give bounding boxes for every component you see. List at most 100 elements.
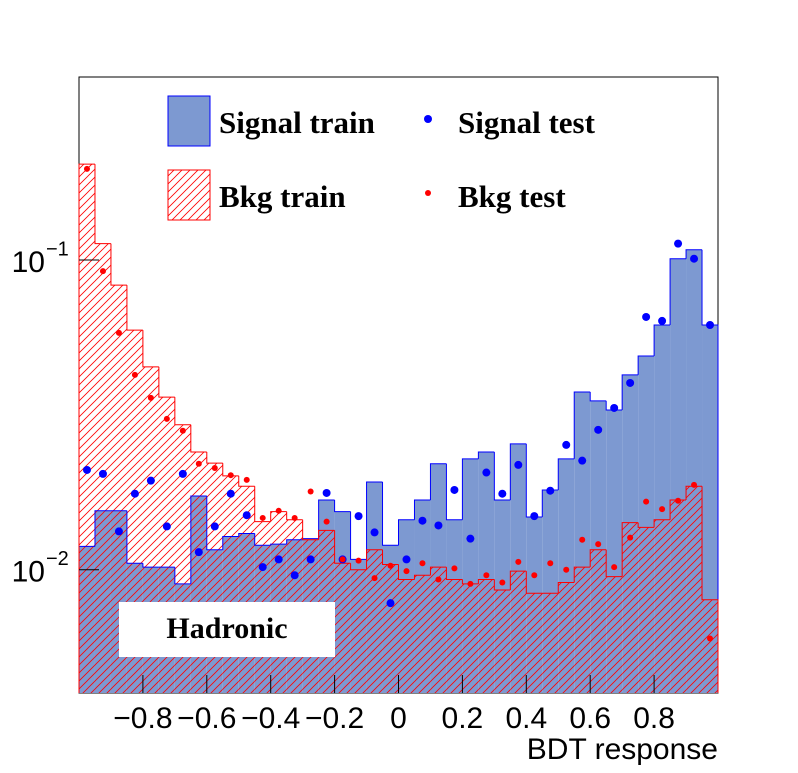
histogram-bar xyxy=(462,583,479,693)
data-point xyxy=(131,371,138,378)
data-point xyxy=(370,528,379,537)
data-point xyxy=(466,534,475,543)
data-point xyxy=(115,329,122,336)
data-point xyxy=(130,489,139,498)
x-tick-label: 0.8 xyxy=(633,702,675,735)
data-point xyxy=(562,440,571,449)
data-point xyxy=(178,469,187,478)
data-point xyxy=(227,472,234,479)
histogram-outline xyxy=(206,452,223,464)
data-point xyxy=(450,485,459,494)
data-point xyxy=(467,580,474,587)
y-tick-exponent: −1 xyxy=(46,238,69,260)
histogram-outline xyxy=(461,458,479,520)
data-point xyxy=(451,565,458,572)
histogram-outline xyxy=(509,443,527,500)
data-point xyxy=(627,534,634,541)
data-point xyxy=(162,522,171,531)
data-point xyxy=(258,563,267,572)
data-point xyxy=(274,555,283,564)
histogram-bar xyxy=(542,593,559,693)
histogram-outline xyxy=(382,482,399,546)
histogram-outline xyxy=(589,391,607,402)
data-point xyxy=(195,460,202,467)
histogram-outline xyxy=(653,519,671,528)
histogram-outline xyxy=(398,519,415,546)
data-point xyxy=(211,465,218,472)
data-point xyxy=(498,489,507,498)
data-point xyxy=(514,460,523,469)
legend-swatch xyxy=(167,169,211,221)
data-point xyxy=(579,536,586,543)
data-point xyxy=(610,403,619,412)
histogram-outline xyxy=(126,510,143,564)
histogram-bar xyxy=(654,519,671,693)
histogram-outline xyxy=(78,163,95,693)
histogram-outline xyxy=(701,486,719,693)
histogram-outline xyxy=(637,355,655,375)
legend-swatch xyxy=(167,95,211,147)
histogram-bar xyxy=(414,575,431,693)
x-tick-label: −0.2 xyxy=(305,702,364,735)
histogram-outline xyxy=(142,330,159,368)
data-point xyxy=(691,481,698,488)
data-point xyxy=(674,239,683,248)
histogram-bar xyxy=(638,527,655,693)
x-tick-label: −0.4 xyxy=(241,702,300,735)
histogram-outline xyxy=(94,164,111,245)
histogram-outline xyxy=(525,571,543,594)
annotation: Hadronic xyxy=(166,612,287,645)
histogram-bar xyxy=(110,285,127,693)
data-point xyxy=(434,521,443,530)
histogram-outline xyxy=(685,485,703,500)
histogram-outline xyxy=(366,481,383,560)
legend-marker xyxy=(424,115,432,123)
histogram-outline xyxy=(190,495,207,584)
data-point xyxy=(98,469,107,478)
x-tick-label: 0.2 xyxy=(442,702,484,735)
data-point xyxy=(482,468,491,477)
legend-label: Bkg train xyxy=(219,179,346,214)
data-point xyxy=(291,514,298,521)
histogram-bar xyxy=(686,486,703,693)
histogram-outline xyxy=(238,475,255,487)
data-point xyxy=(595,541,602,548)
histogram-outline xyxy=(222,536,239,550)
y-tick-label: 10 xyxy=(12,246,45,279)
histogram-outline xyxy=(669,258,687,326)
histogram-outline xyxy=(206,496,223,551)
histogram-bar xyxy=(670,499,687,693)
histogram-bar xyxy=(590,549,607,693)
histogram-bar xyxy=(510,571,527,693)
data-point xyxy=(483,572,490,579)
histogram-bar xyxy=(478,579,495,693)
data-point xyxy=(515,558,522,565)
data-point xyxy=(690,254,699,263)
data-point xyxy=(147,394,154,401)
data-point xyxy=(435,576,442,583)
histogram-bar xyxy=(446,579,463,693)
histogram-outline xyxy=(174,397,191,426)
annotation-box xyxy=(119,602,335,657)
histogram-bar xyxy=(702,599,718,693)
data-point xyxy=(402,555,411,564)
legend-label: Signal train xyxy=(219,105,375,140)
histogram-outline xyxy=(621,522,639,577)
histogram-outline xyxy=(286,511,303,521)
data-point xyxy=(83,165,90,172)
data-point xyxy=(642,312,651,321)
data-point xyxy=(179,427,186,434)
histogram-bar xyxy=(526,593,543,693)
data-point xyxy=(418,516,427,525)
histogram-bar xyxy=(79,164,95,693)
histogram-outline xyxy=(126,285,143,331)
x-tick-label: 0.4 xyxy=(505,702,547,735)
histogram-outline xyxy=(270,543,287,546)
histogram-bar xyxy=(222,475,239,693)
histogram-outline xyxy=(350,563,367,571)
histogram-outline xyxy=(254,533,271,546)
data-point xyxy=(226,489,235,498)
data-point xyxy=(530,512,539,521)
data-point xyxy=(387,562,394,569)
